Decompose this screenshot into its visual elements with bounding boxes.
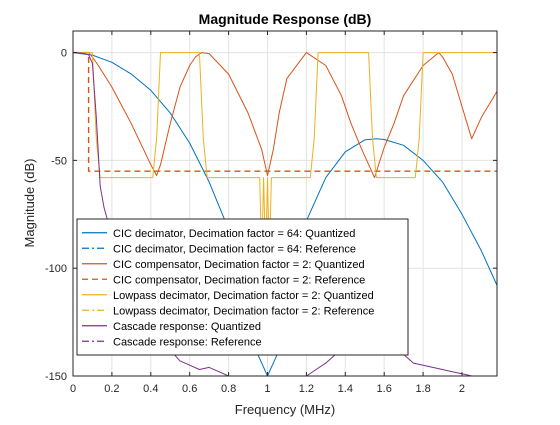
series-line-4: [73, 52, 497, 258]
y-tick-label: -150: [45, 371, 67, 383]
y-tick-label: 0: [61, 48, 67, 60]
chart-title: Magnitude Response (dB): [199, 11, 372, 27]
legend-entry-6: Cascade response: Quantized: [113, 321, 261, 333]
series-line-2: [73, 52, 497, 179]
legend-entry-1: CIC decimator, Decimation factor = 64: R…: [113, 243, 356, 255]
legend-box: [76, 218, 409, 356]
x-tick-label: 0.8: [221, 383, 236, 395]
x-tick-label: 0.6: [182, 383, 197, 395]
x-tick-label: 0.4: [143, 383, 158, 395]
legend-entry-4: Lowpass decimator, Decimation factor = 2…: [113, 290, 374, 302]
y-tick-label: -50: [51, 155, 67, 167]
y-tick-label: -100: [45, 263, 67, 275]
x-tick-label: 1.8: [415, 383, 430, 395]
legend-entry-3: CIC compensator, Decimation factor = 2: …: [113, 274, 365, 286]
x-tick-label: 2: [459, 383, 465, 395]
x-tick-label: 1: [264, 383, 270, 395]
x-tick-label: 1.2: [299, 383, 314, 395]
plot-frame: [72, 30, 498, 377]
axis-ticks: 0 0.2 0.4 0.6 0.8 1 1.2 1.4 1.6 1.8 2 0 -50 -100 -150: [45, 31, 497, 395]
legend[interactable]: CIC decimator, Decimation factor = 64: Q…: [76, 218, 409, 356]
legend-entry-0: CIC decimator, Decimation factor = 64: Q…: [113, 228, 355, 240]
x-tick-label: 0: [70, 383, 76, 395]
y-axis-label: Magnitude (dB): [22, 159, 37, 248]
x-tick-label: 1.6: [377, 383, 392, 395]
x-axis-label: Frequency (MHz): [235, 402, 335, 417]
legend-entry-7: Cascade response: Reference: [113, 336, 262, 348]
legend-entry-2: CIC compensator, Decimation factor = 2: …: [113, 259, 365, 271]
x-tick-label: 1.4: [338, 383, 353, 395]
x-tick-label: 0.2: [104, 383, 119, 395]
legend-entry-5: Lowpass decimator, Decimation factor = 2…: [113, 305, 374, 317]
